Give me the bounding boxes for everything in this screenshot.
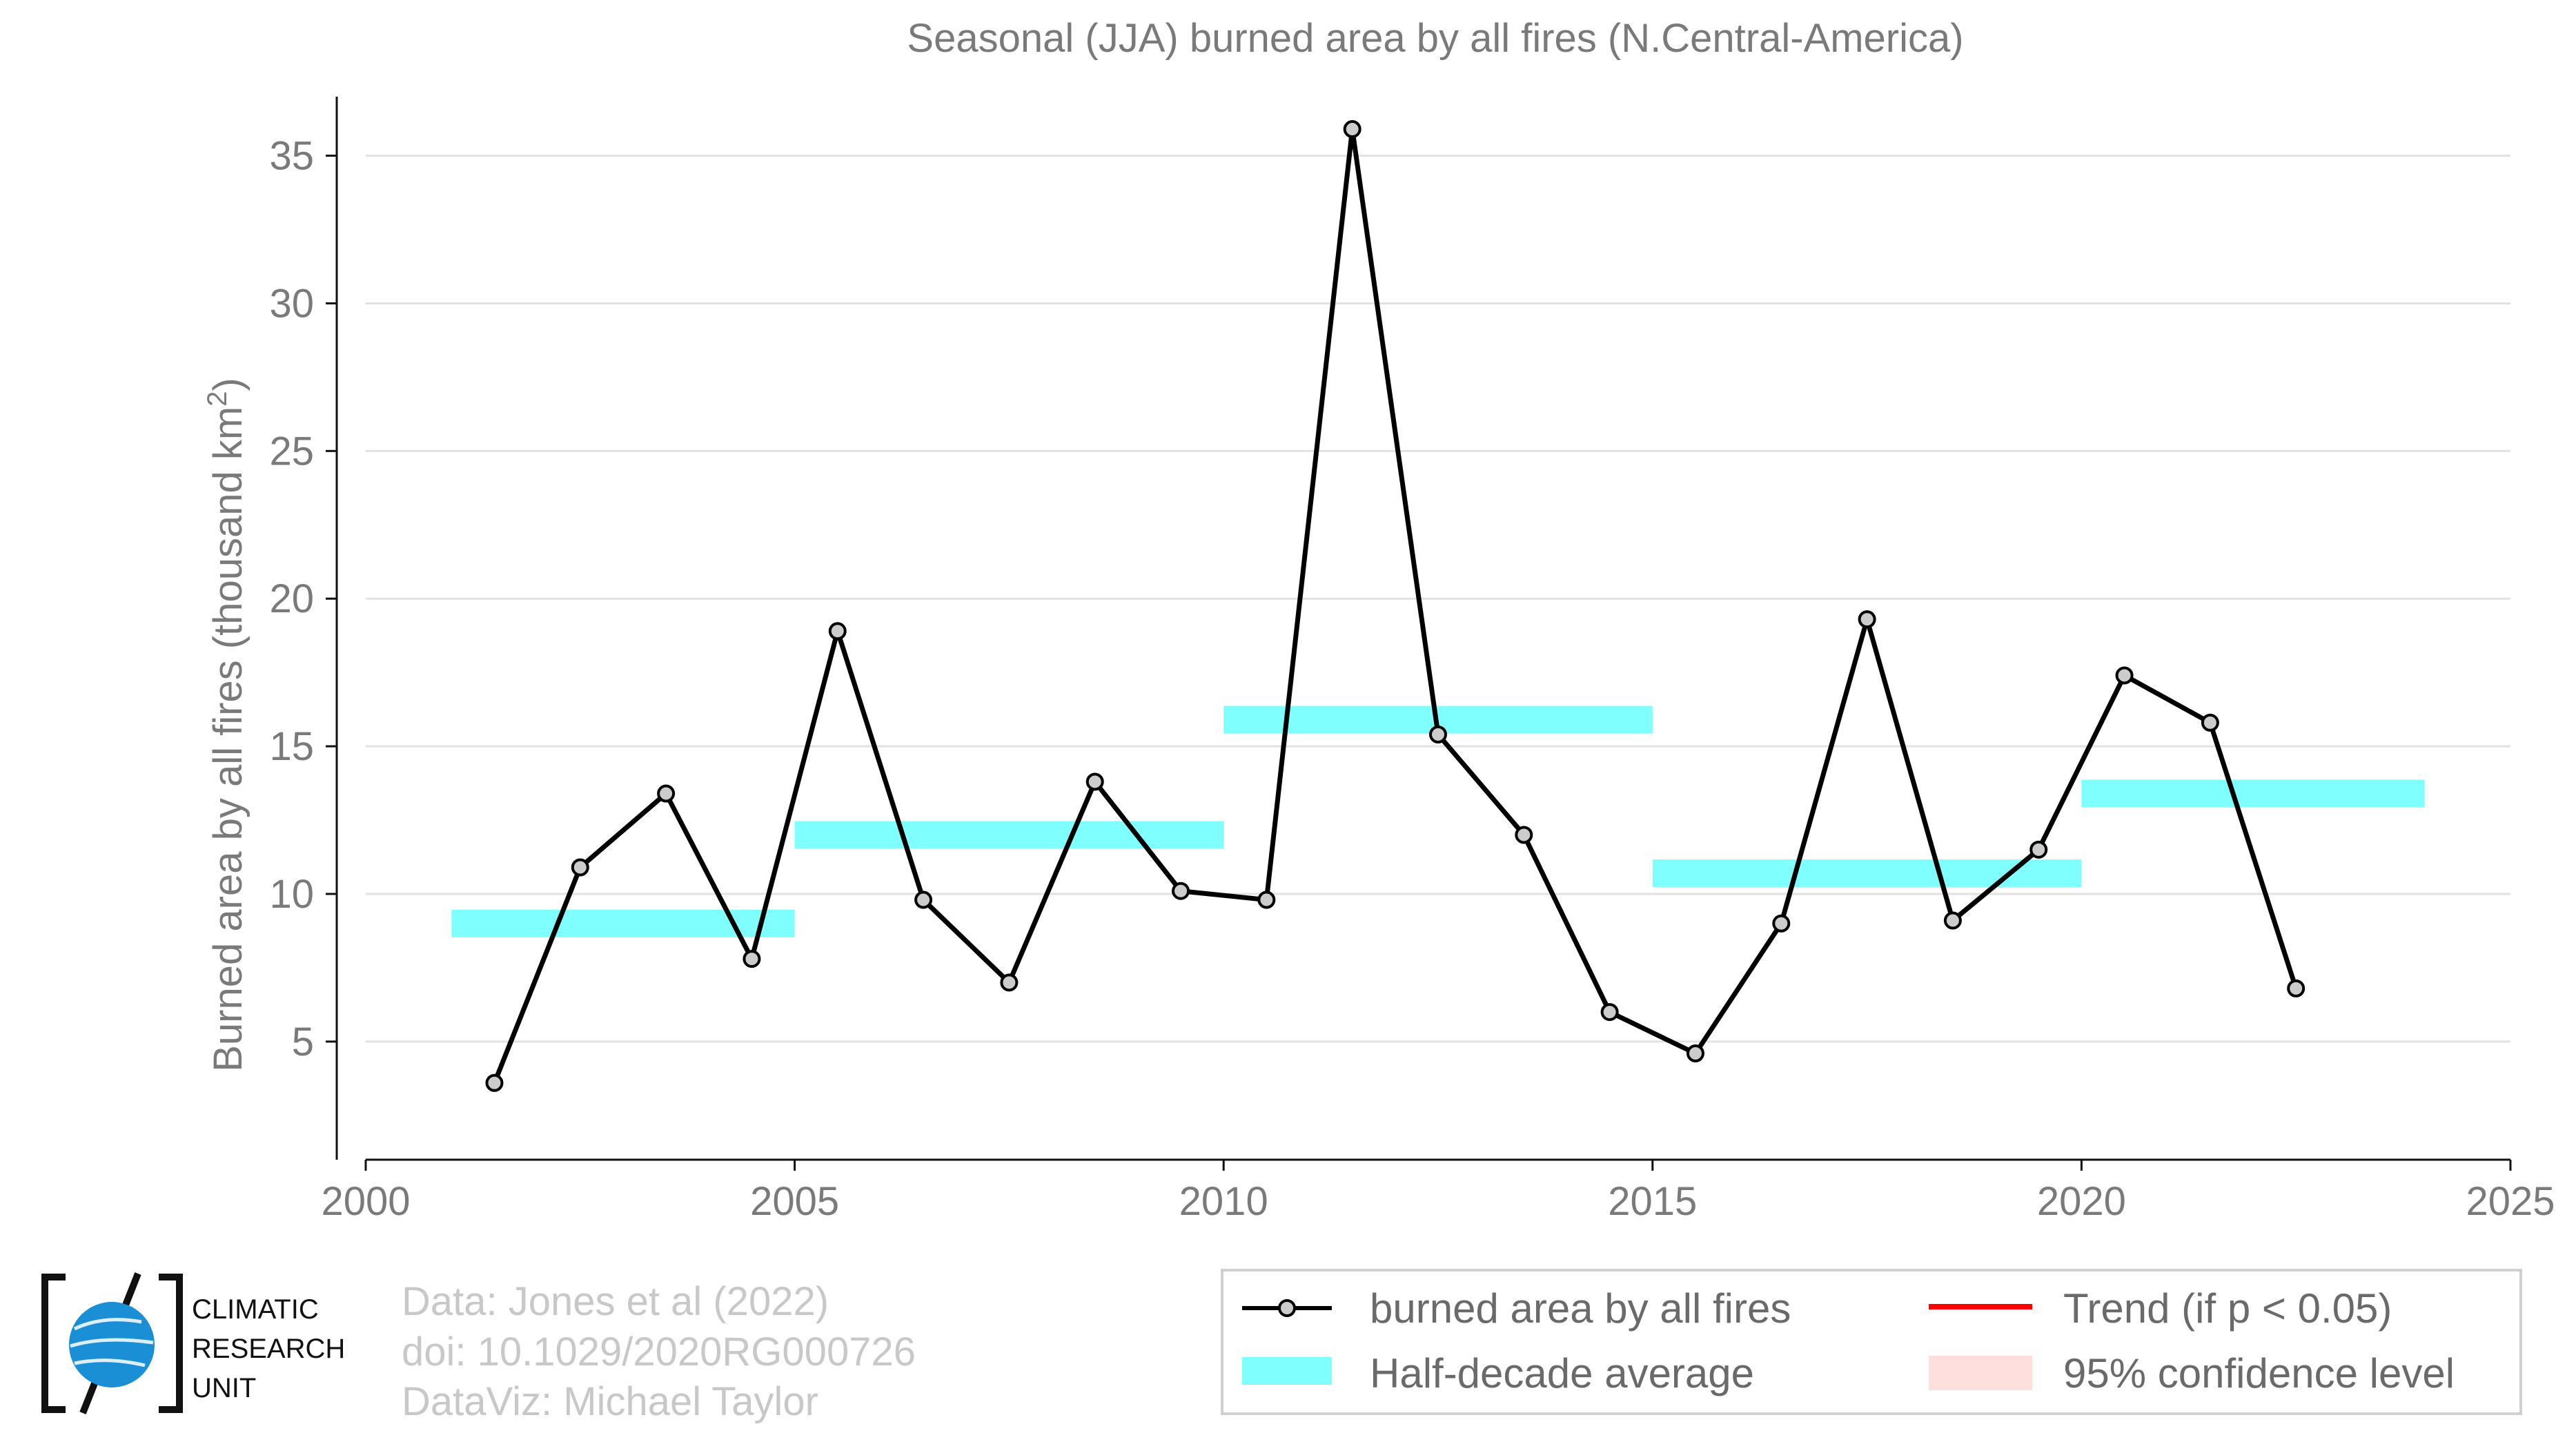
data-point (1172, 882, 1190, 900)
legend-label-burned-area: burned area by all fires (1370, 1285, 1791, 1332)
legend-confidence-icon (1929, 1356, 2032, 1390)
data-point (1515, 826, 1533, 844)
logo-bracket-left-icon (41, 1274, 66, 1413)
logo-text-research: RESEARCH (192, 1334, 345, 1364)
data-point (657, 784, 676, 803)
half-decade-bar (1652, 859, 2082, 888)
data-point (828, 622, 847, 641)
credit-data: Data: Jones et al (2022) (402, 1279, 829, 1324)
legend-label-trend: Trend (if p < 0.05) (2063, 1285, 2392, 1332)
legend-band-icon (1242, 1357, 1332, 1385)
data-point (1686, 1044, 1704, 1062)
data-point (2029, 840, 2048, 859)
globe-lines-icon (70, 1318, 154, 1367)
x-axis: 2000 2005 2010 2015 2020 2025 (321, 1158, 2555, 1224)
data-point (1600, 1003, 1619, 1022)
logo-text-climatic: CLIMATIC (192, 1294, 319, 1325)
y-tick-label: 10 (269, 872, 314, 917)
data-point (1943, 911, 1962, 930)
x-tick-label: 2010 (1179, 1179, 1268, 1224)
legend-frame (1221, 1269, 2522, 1415)
data-point (2201, 713, 2219, 732)
data-point (1000, 973, 1019, 992)
series-burned-area (485, 120, 2305, 1092)
data-point (571, 858, 589, 877)
y-tick-label: 30 (269, 281, 314, 326)
logo-text-unit: UNIT (192, 1373, 256, 1403)
y-tick-label: 20 (269, 576, 314, 621)
y-tick-label: 15 (269, 724, 314, 769)
data-point (1085, 772, 1104, 791)
y-tick-label: 5 (292, 1020, 314, 1064)
half-decade-bar (451, 909, 795, 937)
x-tick-label: 2015 (1608, 1179, 1697, 1224)
x-tick-label: 2020 (2037, 1179, 2126, 1224)
data-point (1772, 914, 1791, 933)
data-point (1343, 120, 1361, 139)
credit-doi: doi: 10.1029/2020RG000726 (402, 1330, 916, 1374)
y-axis: 5 10 15 20 25 30 35 (269, 97, 338, 1160)
legend-marker-icon (1278, 1299, 1296, 1317)
legend: burned area by all fires Trend (if p < 0… (1221, 1269, 2522, 1415)
logo-bracket-right-icon (159, 1274, 183, 1413)
x-tick-label: 2025 (2466, 1179, 2555, 1224)
data-point (2287, 979, 2305, 997)
half-decade-bar (2081, 779, 2425, 808)
data-point (2115, 666, 2134, 685)
data-point (1858, 610, 1876, 629)
credit-dataviz: DataViz: Michael Taylor (402, 1379, 818, 1424)
series-line (492, 126, 2299, 1084)
chart-title: Seasonal (JJA) burned area by all fires … (907, 16, 1963, 61)
legend-label-half-decade: Half-decade average (1370, 1350, 1754, 1396)
data-point (1257, 890, 1276, 909)
half-decade-bar (794, 821, 1224, 849)
data-point (1429, 726, 1447, 743)
gridlines (366, 155, 2510, 1043)
data-point (485, 1073, 504, 1092)
legend-label-confidence: 95% confidence level (2063, 1350, 2455, 1396)
y-tick-label: 35 (269, 134, 314, 179)
data-point (743, 950, 761, 968)
x-tick-label: 2000 (321, 1179, 410, 1224)
data-point (914, 890, 933, 909)
cru-logo: CLIMATIC RESEARCH UNIT (41, 1272, 345, 1414)
y-axis-label: Burned area by all fires (thousand km2) (202, 378, 250, 1072)
x-tick-label: 2005 (750, 1179, 839, 1224)
y-tick-label: 25 (269, 429, 314, 474)
